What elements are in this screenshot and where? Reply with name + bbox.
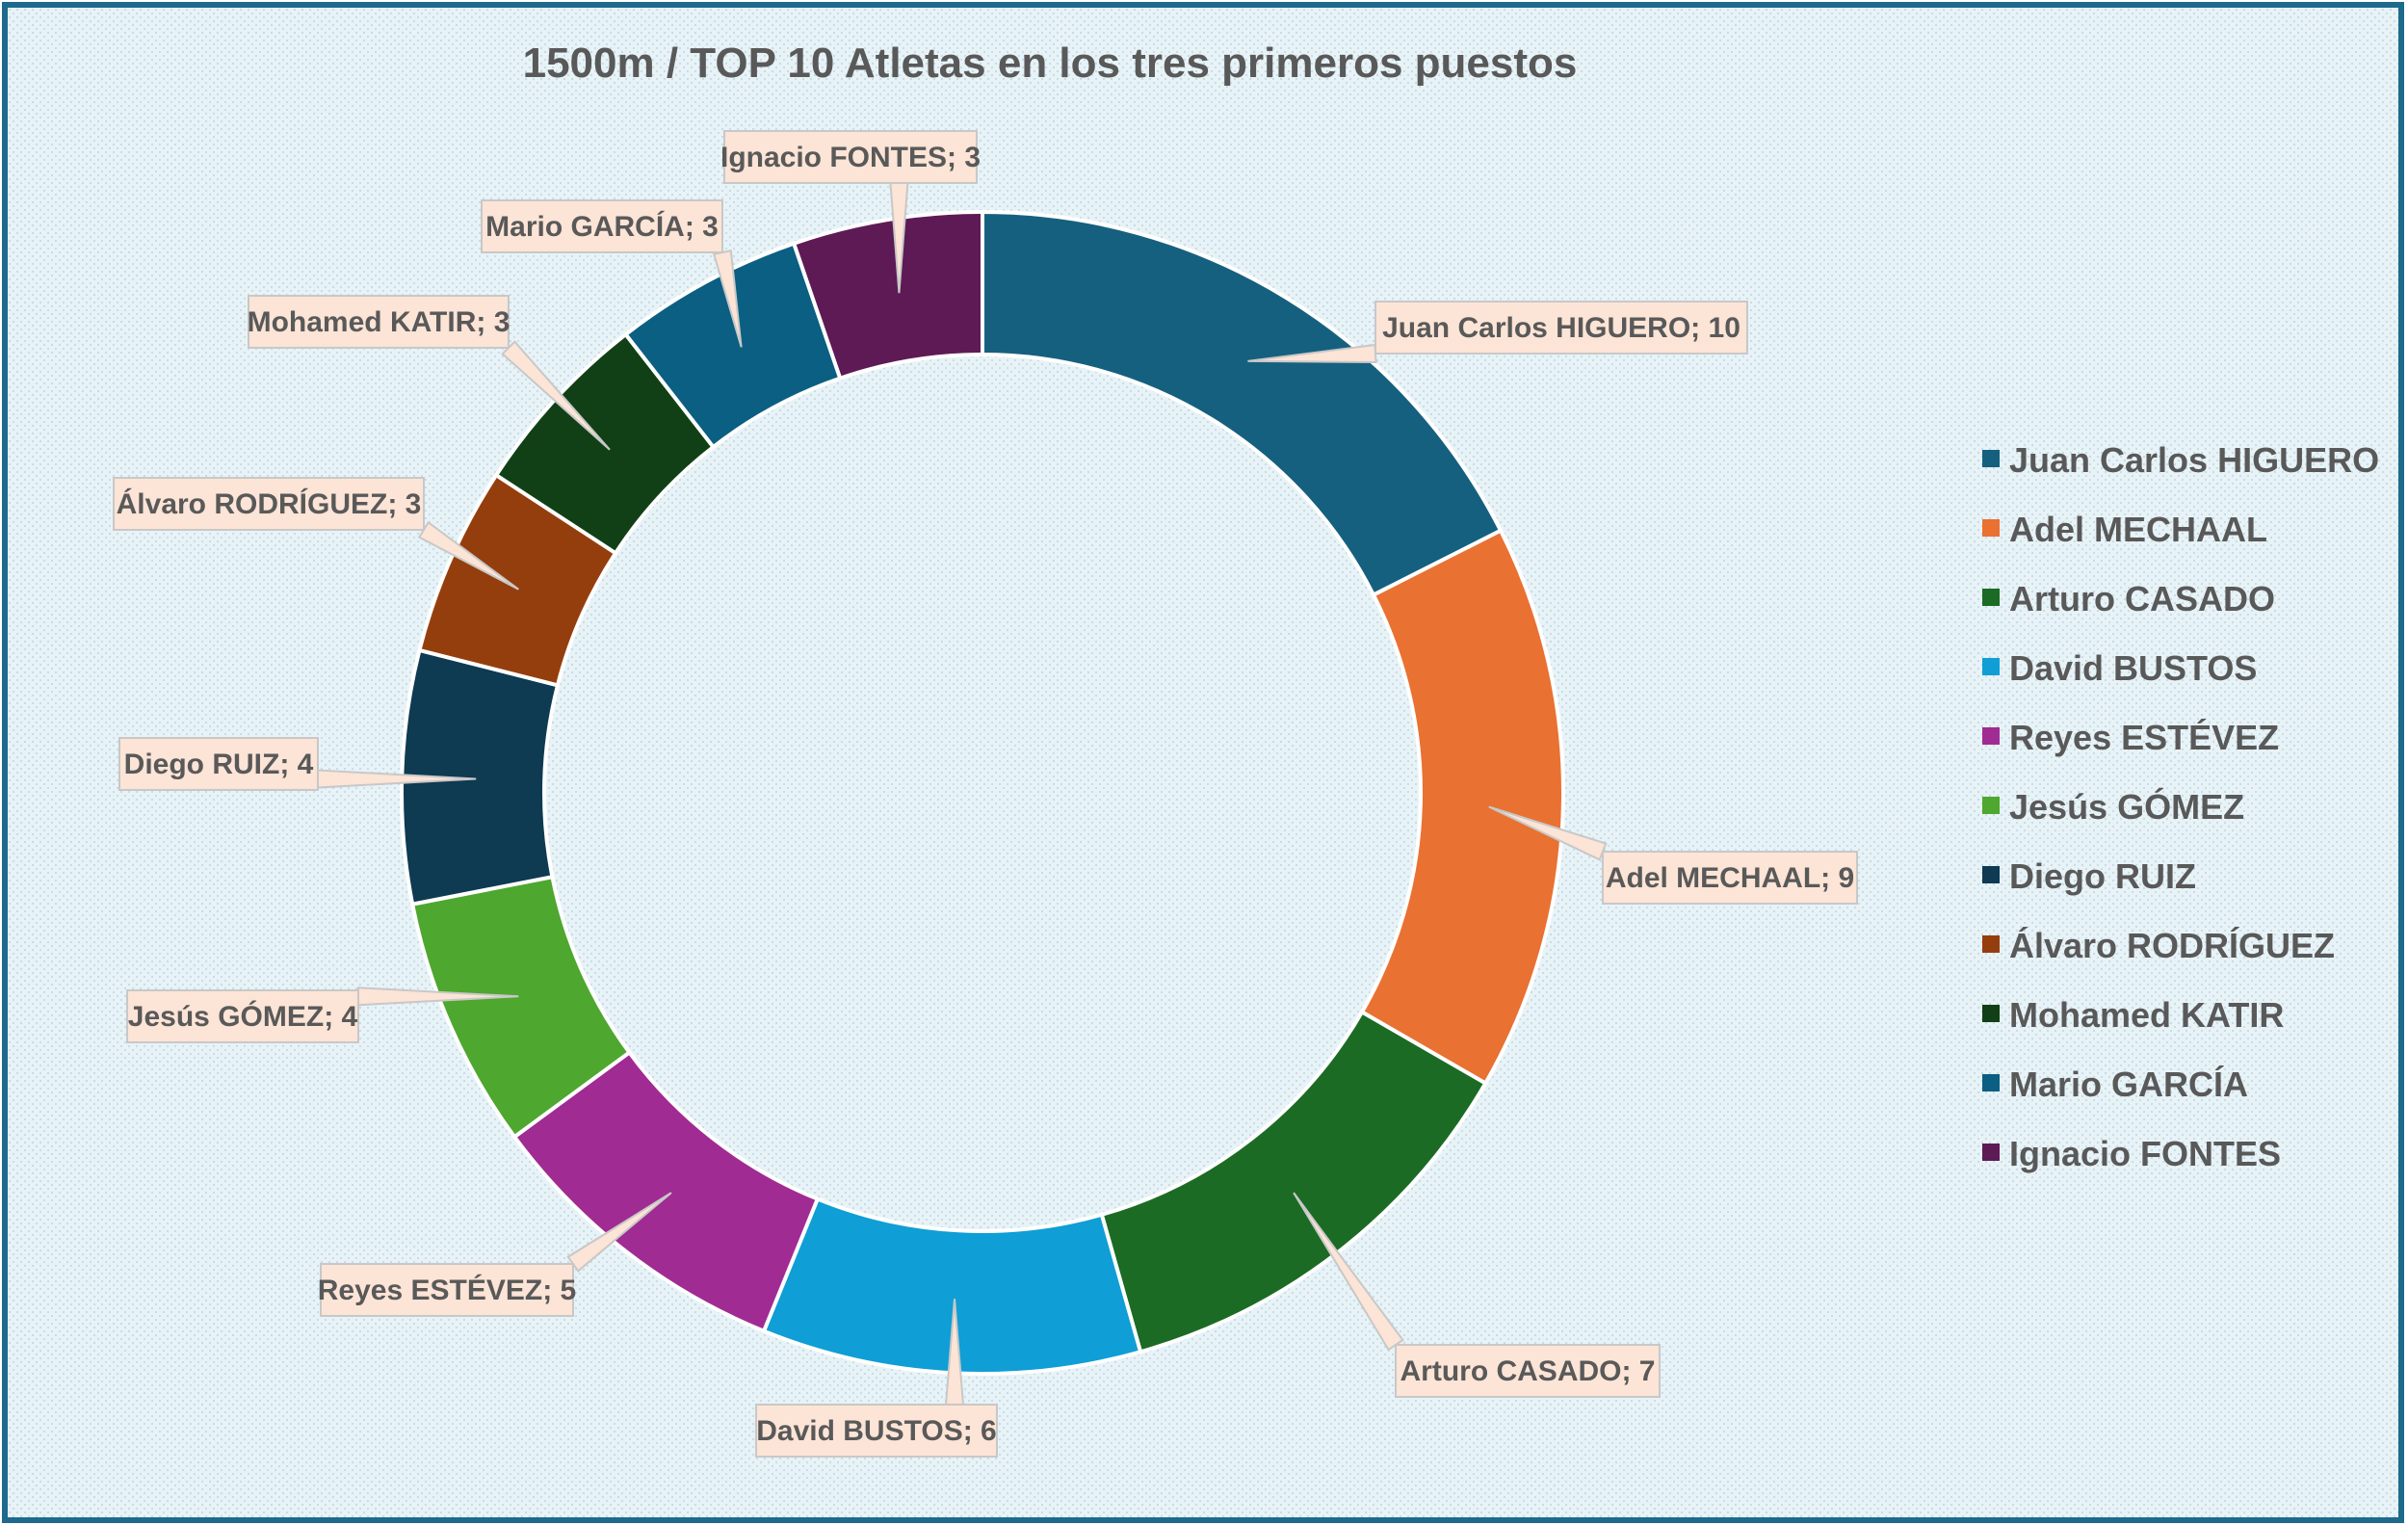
legend-label: David BUSTOS — [2009, 648, 2257, 688]
legend-swatch — [1982, 450, 2000, 467]
legend-label: Mohamed KATIR — [2009, 995, 2284, 1035]
legend-item-jesus-gomez: Jesús GÓMEZ — [1982, 786, 2244, 827]
data-label-arturo-casado: Arturo CASADO; 7 — [1395, 1344, 1661, 1398]
data-label-mohamed-katir: Mohamed KATIR; 3 — [248, 295, 510, 349]
data-label-box — [320, 1263, 574, 1317]
data-label-diego-ruiz: Diego RUIZ; 4 — [118, 737, 319, 791]
data-label-text: Reyes ESTÉVEZ; 5 — [318, 1274, 576, 1306]
legend-item-arturo-casado: Arturo CASADO — [1982, 579, 2275, 618]
data-label-text: Arturo CASADO; 7 — [1400, 1355, 1655, 1387]
legend-label: Jesús GÓMEZ — [2009, 786, 2244, 827]
legend-swatch — [1982, 1005, 2000, 1022]
slices-layer — [400, 209, 1565, 1376]
data-label-box — [481, 199, 723, 253]
legend-item-juan-carlos-higuero: Juan Carlos HIGUERO — [1982, 440, 2379, 480]
data-label-mario-garcia: Mario GARCÍA; 3 — [481, 199, 723, 253]
data-label-text: Álvaro RODRÍGUEZ; 3 — [117, 487, 422, 520]
legend-item-adel-mechaal: Adel MECHAAL — [1982, 510, 2267, 549]
data-label-box — [113, 477, 425, 531]
data-label-alvaro-rodriguez: Álvaro RODRÍGUEZ; 3 — [113, 477, 425, 531]
leader-lines-layer — [317, 182, 1608, 1406]
legend-swatch — [1982, 866, 2000, 883]
legend-swatch — [1982, 1144, 2000, 1161]
data-label-text: Mario GARCÍA; 3 — [485, 210, 719, 243]
data-label-text: Ignacio FONTES; 3 — [720, 142, 981, 173]
legend-label: Adel MECHAAL — [2009, 510, 2267, 549]
data-label-box — [723, 130, 978, 184]
legend-label: Juan Carlos HIGUERO — [2009, 440, 2379, 480]
legend-swatch — [1982, 589, 2000, 606]
legend-label: Diego RUIZ — [2009, 856, 2196, 896]
legend: Juan Carlos HIGUERO Adel MECHAAL Arturo CA… — [1982, 440, 2379, 1173]
data-label-text: Mohamed KATIR; 3 — [248, 306, 510, 338]
legend-item-alvaro-rodriguez: Álvaro RODRÍGUEZ — [1982, 926, 2335, 965]
legend-label: Álvaro RODRÍGUEZ — [2009, 926, 2335, 965]
data-label-juan-carlos-higuero: Juan Carlos HIGUERO; 10 — [1374, 301, 1748, 355]
data-label-text: Diego RUIZ; 4 — [124, 749, 314, 780]
data-label-box — [1602, 851, 1858, 905]
legend-item-mario-garcia: Mario GARCÍA — [1982, 1065, 2248, 1104]
data-label-adel-mechaal: Adel MECHAAL; 9 — [1602, 851, 1858, 905]
legend-label: Arturo CASADO — [2009, 579, 2275, 618]
legend-item-diego-ruiz: Diego RUIZ — [1982, 856, 2196, 896]
slice-ignacio-fontes — [791, 209, 984, 381]
data-label-box — [118, 737, 319, 791]
data-label-box — [1374, 301, 1748, 355]
data-label-text: Adel MECHAAL; 9 — [1606, 862, 1854, 894]
legend-label: Reyes ESTÉVEZ — [2009, 718, 2279, 757]
legend-label: Ignacio FONTES — [2009, 1134, 2281, 1173]
data-label-box — [126, 989, 359, 1043]
data-label-box — [755, 1404, 998, 1458]
data-label-box — [1395, 1344, 1661, 1398]
data-label-reyes-estevez: Reyes ESTÉVEZ; 5 — [318, 1263, 576, 1317]
chart-title: 1500m / TOP 10 Atletas en los tres prime… — [523, 39, 1578, 87]
data-labels-layer: Juan Carlos HIGUERO; 10 Adel MECHAAL; 9 Ar… — [113, 130, 1858, 1458]
legend-swatch — [1982, 519, 2000, 537]
legend-swatch — [1982, 727, 2000, 745]
data-label-text: David BUSTOS; 6 — [756, 1415, 997, 1447]
legend-item-david-bustos: David BUSTOS — [1982, 648, 2257, 688]
legend-swatch — [1982, 658, 2000, 675]
data-label-text: Juan Carlos HIGUERO; 10 — [1382, 312, 1741, 344]
legend-swatch — [1982, 1074, 2000, 1091]
data-label-jesus-gomez: Jesús GÓMEZ; 4 — [126, 989, 359, 1043]
data-label-text: Jesús GÓMEZ; 4 — [128, 1000, 358, 1033]
data-label-box — [248, 295, 510, 349]
legend-item-mohamed-katir: Mohamed KATIR — [1982, 995, 2284, 1035]
legend-item-ignacio-fontes: Ignacio FONTES — [1982, 1134, 2281, 1173]
data-label-david-bustos: David BUSTOS; 6 — [755, 1404, 998, 1458]
legend-swatch — [1982, 797, 2000, 814]
legend-swatch — [1982, 935, 2000, 953]
legend-label: Mario GARCÍA — [2009, 1065, 2248, 1104]
data-label-ignacio-fontes: Ignacio FONTES; 3 — [720, 130, 981, 184]
legend-item-reyes-estevez: Reyes ESTÉVEZ — [1982, 718, 2279, 757]
